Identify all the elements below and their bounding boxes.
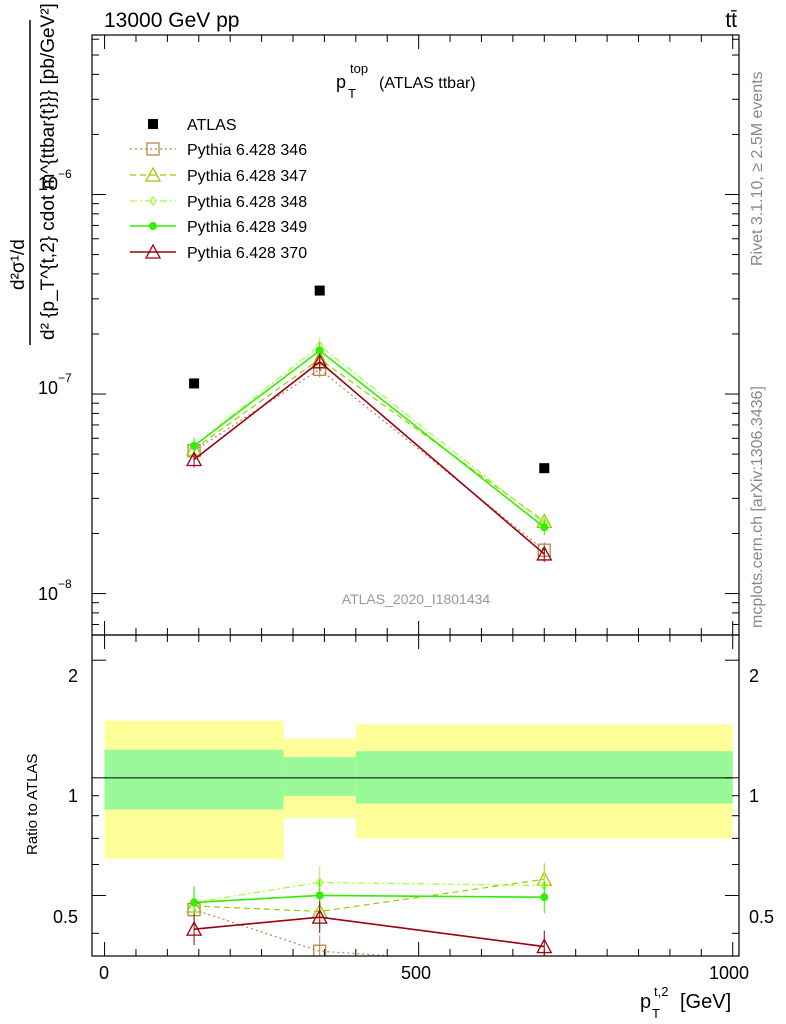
main-ytick-exponent: −8 (58, 577, 72, 591)
mcplots-label: mcplots.cern.ch [arXiv:1306.3436] (749, 386, 766, 628)
xtick-label: 0 (99, 963, 109, 983)
series-pythia-6.428-370 (185, 353, 553, 562)
plot-title-sup: top (350, 61, 368, 76)
main-ytick-exponent: −7 (58, 371, 72, 385)
main-ytick-exponent: −6 (58, 167, 72, 181)
series-pythia-6.428-349 (190, 342, 549, 536)
plot-title: p top T (ATLAS ttbar) (336, 61, 476, 101)
series-pythia-6.428-347 (185, 350, 553, 530)
series-point (315, 346, 324, 355)
energy-label: 13000 GeV pp (104, 9, 239, 32)
series-point (185, 451, 203, 467)
ratio-band-inner (104, 749, 284, 810)
legend-label: Pythia 6.428 349 (187, 219, 307, 236)
xtick-label: 500 (401, 963, 431, 983)
ratio-ytick-label-right: 1 (749, 786, 759, 806)
ratio-ytick-label-right: 2 (749, 666, 759, 686)
main-y-tick-labels: 10 −6 10 −7 10 −8 (38, 167, 72, 604)
main-ylabel-line1: d²σ¹/d (8, 239, 29, 290)
ratio-point (540, 893, 549, 902)
ratio-point (315, 891, 324, 900)
series-point (311, 353, 328, 369)
ratio-ytick-label-right: 0.5 (749, 907, 774, 927)
x-axis-label-sup: t,2 (654, 984, 668, 999)
legend-label: Pythia 6.428 348 (187, 194, 307, 211)
ratio-series-pythia-6.428-346 (187, 893, 550, 972)
plot-title-sub: T (348, 86, 356, 101)
x-tick-labels: 0 500 1000 (99, 963, 749, 983)
ratio-point (311, 908, 328, 924)
ratio-point (536, 938, 553, 954)
series-point (540, 523, 549, 532)
x-axis-label-main: p (640, 991, 651, 1013)
main-ylabel: d²σ¹/d d² {p_T^{t,2} cdot m^{ttbar{t}}} … (8, 3, 59, 345)
series-line (193, 344, 545, 524)
legend-label: Pythia 6.428 346 (187, 142, 307, 159)
series-point (536, 545, 553, 561)
ratio-y-tick-labels: 2 2 1 1 0.5 0.5 (53, 666, 774, 927)
x-axis-label: p t,2 T [GeV] (640, 984, 731, 1021)
series-pythia-6.428-348 (190, 337, 549, 532)
xtick-label: 1000 (709, 963, 749, 983)
legend-label: Pythia 6.428 347 (187, 168, 307, 185)
ratio-line (193, 881, 545, 903)
data-point (314, 285, 325, 296)
series-line (193, 358, 545, 522)
process-label: tt̄ (725, 9, 737, 32)
x-axis-label-unit: [GeV] (680, 991, 731, 1013)
series-line (193, 349, 545, 528)
main-ytick-label: 10 (38, 174, 58, 194)
series-pythia-6.428-346 (187, 361, 551, 559)
x-axis-label-sub: T (652, 1006, 660, 1021)
legend-marker (149, 222, 157, 230)
ratio-point (313, 944, 327, 956)
ratio-line (194, 894, 545, 904)
legend-label: Pythia 6.428 370 (187, 245, 307, 262)
series-atlas-data (189, 285, 550, 474)
ratio-series-pythia-6.428-370 (185, 901, 553, 956)
ratio-ytick-label-left: 0.5 (53, 907, 78, 927)
plot-title-main: p (336, 72, 346, 92)
legend-marker (144, 166, 162, 182)
ratio-band-inner (283, 757, 356, 796)
ratio-ytick-label-left: 1 (68, 786, 78, 806)
ratio-series-pythia-6.428-348 (190, 866, 549, 919)
main-ytick-label: 10 (38, 378, 58, 398)
ratio-ylabel: Ratio to ATLAS (24, 754, 41, 855)
legend-marker (148, 119, 158, 129)
ratio-point (185, 920, 203, 936)
ratio-y-ticks (92, 659, 739, 934)
ratio-line (193, 909, 402, 956)
series-line (193, 360, 545, 555)
main-y-ticks (92, 38, 739, 625)
series-line (193, 368, 545, 551)
legend-label: ATLAS (187, 117, 237, 134)
plot-title-suffix: (ATLAS ttbar) (379, 75, 476, 92)
ratio-plot-frame (91, 634, 740, 957)
legend: ATLAS Pythia 6.428 346 Pythia 6.428 347 … (130, 117, 307, 262)
ratio-band-inner (355, 751, 733, 804)
ratio-point (190, 898, 199, 907)
series-point (190, 441, 199, 450)
main-ytick-label: 10 (38, 584, 58, 604)
ratio-uncertainty-bands (104, 720, 733, 859)
main-ylabel-line2: d² {p_T^{t,2} cdot m^{ttbar{t}}} [pb/GeV… (38, 3, 59, 340)
data-point (189, 378, 200, 389)
ratio-series-layer (185, 863, 553, 972)
legend-marker (149, 195, 157, 207)
rivet-label: Rivet 3.1.10, ≥ 2.5M events (749, 71, 766, 266)
data-point (539, 463, 550, 474)
ratio-ytick-label-left: 2 (68, 666, 78, 686)
ratio-line (193, 916, 545, 948)
main-series-layer (185, 285, 553, 562)
analysis-id: ATLAS_2020_I1801434 (342, 591, 491, 607)
ratio-point (538, 960, 550, 972)
legend-marker (144, 243, 162, 259)
legend-marker (146, 142, 160, 156)
